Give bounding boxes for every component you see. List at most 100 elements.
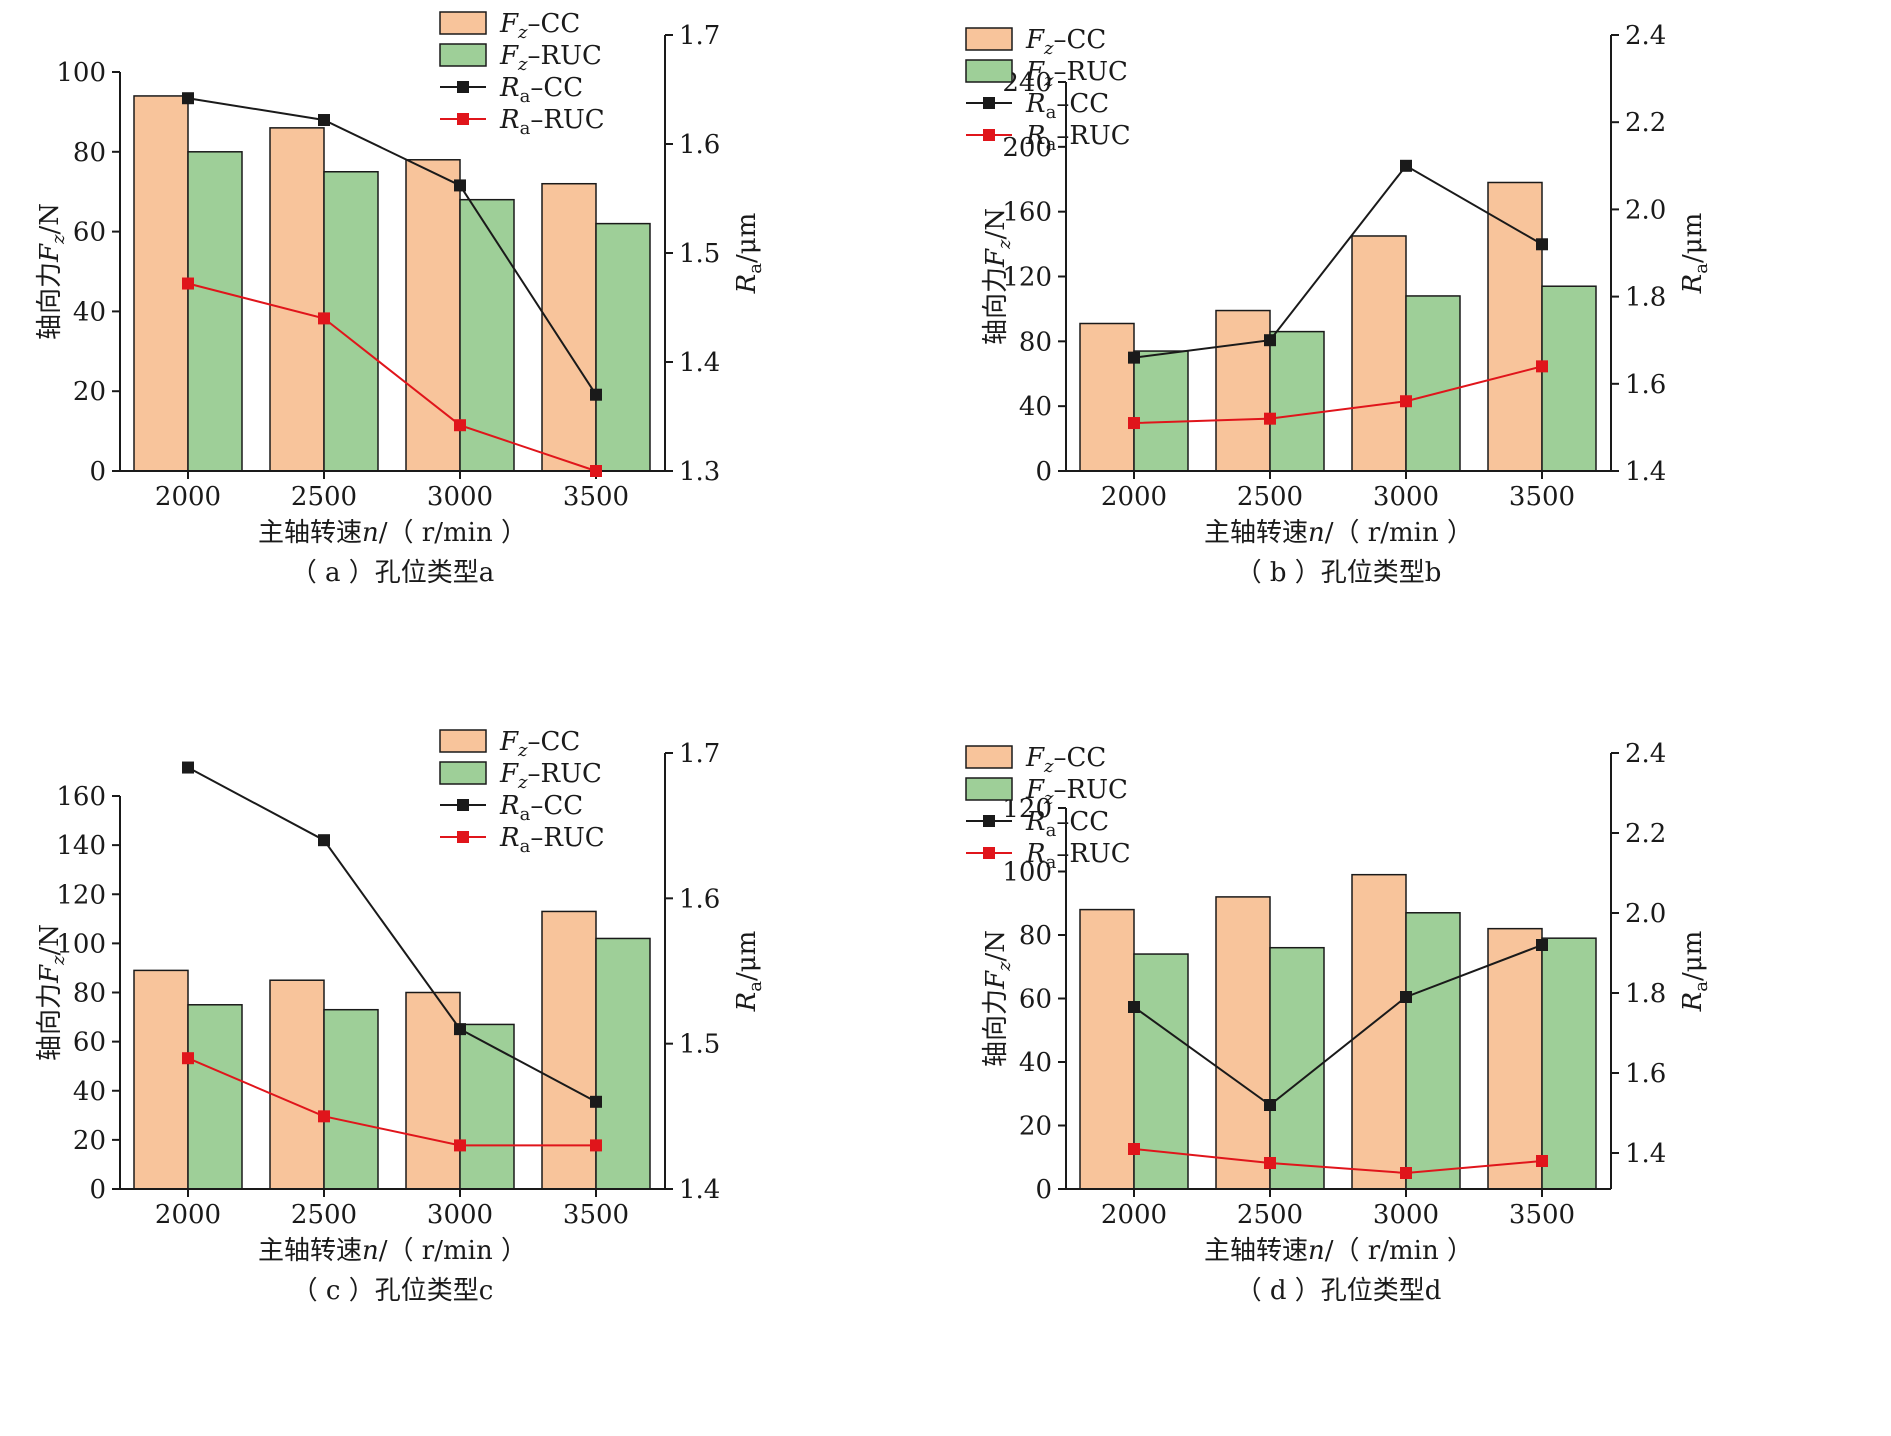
point-ra-ruc-2500 [318, 312, 330, 325]
chart-panel-d: 2000 2500 3000 3500 0 20 40 60 80 100 120 1.4 1.6 1.8… [946, 718, 1891, 1436]
point-ra-cc-3500 [590, 1095, 602, 1108]
chart-panel-a: 2000 2500 3000 3500 0 20 40 60 80 100 1.3 1.4 1.5 1.6… [0, 0, 945, 718]
y-tick-label-left: 120 [56, 880, 106, 910]
legend-label: Ra–RUC [499, 105, 605, 139]
point-ra-ruc-3000 [1400, 395, 1412, 408]
y-tick-label-left: 100 [56, 929, 106, 959]
bar-fz-ruc-2500 [1269, 330, 1325, 472]
y-tick-label-left: 120 [1002, 263, 1052, 293]
x-axis-title: 主轴转速n/（ r/min ） [258, 1236, 527, 1266]
bar-fz-cc-3500 [541, 182, 597, 472]
y-tick-label-right: 1.4 [679, 348, 720, 378]
legend-swatch-fz-ruc [439, 761, 487, 785]
legend-marker [457, 831, 469, 843]
point-ra-cc-3500 [1536, 939, 1548, 951]
panel-caption: （ a ）孔位类型a [291, 558, 495, 588]
chart-svg: 2000 2500 3000 3500 0 20 40 60 80 100 1.3 1.4 1.5 1.6… [35, 9, 766, 588]
y-tick-label-left: 0 [89, 457, 106, 487]
x-tick-label: 2500 [291, 482, 357, 512]
legend-swatch-fz-cc [439, 11, 487, 35]
y-tick-label-left: 0 [1035, 1175, 1052, 1205]
x-tick-label: 2000 [155, 482, 221, 512]
y-tick-label-left: 60 [1019, 985, 1052, 1015]
bar-fz-ruc-3500 [595, 937, 651, 1190]
point-ra-cc-2500 [318, 114, 330, 127]
chart-svg: 2000 2500 3000 35000204060801001201.41.61.8… [965, 739, 1712, 1306]
y-tick-label-right: 2.4 [1625, 739, 1666, 769]
x-tick-label: 2500 [1237, 482, 1303, 512]
legend-label: Ra–CC [1025, 807, 1109, 841]
y-axis-left-title: 轴向力Fz/N [981, 930, 1015, 1067]
y-tick-label-left: 200 [1002, 133, 1052, 163]
y-tick-label-left: 20 [1019, 1112, 1052, 1142]
x-axis-title: 主轴转速n/（ r/min ） [258, 518, 527, 548]
y-tick-label-left: 60 [73, 1028, 106, 1058]
point-ra-cc-3500 [590, 388, 602, 401]
y-tick-label-right: 1.4 [1625, 1139, 1666, 1169]
point-ra-cc-2000 [182, 761, 194, 774]
bar-fz-cc-3000 [405, 159, 461, 472]
panel-caption: （ c ）孔位类型c [292, 1276, 494, 1306]
y-tick-label-right: 2.0 [1625, 899, 1666, 929]
point-ra-cc-2000 [1128, 1001, 1140, 1013]
bar-fz-cc-2500 [1215, 896, 1271, 1190]
y-tick-label-left: 100 [1002, 858, 1052, 888]
x-tick-label: 3000 [427, 1200, 493, 1230]
y-tick-label-right: 1.6 [1625, 370, 1666, 400]
legend-label: Ra–RUC [499, 823, 605, 857]
y-tick-label-right: 2.0 [1625, 195, 1666, 225]
x-tick-label: 2500 [291, 1200, 357, 1230]
bar-fz-ruc-3000 [1405, 295, 1461, 472]
bar-fz-cc-2500 [269, 127, 325, 472]
legend-marker [457, 81, 469, 93]
y-tick-label-right: 1.8 [1625, 283, 1666, 313]
x-axis-title: 主轴转速n/（ r/min ） [1204, 518, 1473, 548]
y-tick-label-left: 60 [73, 218, 106, 248]
series-line-ra-ruc [1133, 1148, 1543, 1175]
x-tick-label: 2000 [1101, 1200, 1167, 1230]
series-line-ra-cc [187, 766, 597, 1103]
bar-fz-cc-2000 [1079, 908, 1135, 1190]
bar-fz-ruc-3500 [595, 222, 651, 472]
bar-fz-ruc-3000 [1405, 912, 1461, 1190]
y-tick-label-right: 1.4 [679, 1175, 720, 1205]
x-tick-label: 2500 [1237, 1200, 1303, 1230]
y-tick-label-right: 2.4 [1625, 21, 1666, 51]
y-tick-label-left: 80 [73, 138, 106, 168]
y-tick-label-left: 0 [1035, 457, 1052, 487]
point-ra-cc-2500 [318, 834, 330, 847]
legend-marker [457, 113, 469, 125]
point-ra-cc-3500 [1536, 238, 1548, 251]
bar-fz-ruc-3000 [459, 198, 515, 472]
legend-label: Fz–RUC [1025, 57, 1128, 91]
bar-fz-cc-3500 [541, 910, 597, 1190]
point-ra-cc-2500 [1264, 334, 1276, 347]
point-ra-ruc-2000 [182, 1052, 194, 1065]
legend-marker [983, 129, 995, 141]
legend-label: Ra–CC [1025, 89, 1109, 123]
legend-marker [983, 847, 995, 859]
legend-label: Fz–CC [1025, 25, 1106, 59]
point-ra-cc-3000 [454, 179, 466, 192]
y-tick-label-right: 1.6 [679, 130, 720, 160]
point-ra-ruc-2500 [1264, 1157, 1276, 1169]
y-tick-label-right: 1.6 [1625, 1059, 1666, 1089]
y-tick-label-right: 1.7 [679, 739, 720, 769]
chart-panel-b: 2000 2500 3000 3500 0 40 80 120 160 200 240 1.4 1.6 1… [946, 0, 1891, 718]
bar-fz-cc-2000 [133, 95, 189, 472]
legend-label: Ra–CC [499, 73, 583, 107]
bar-fz-ruc-2500 [323, 171, 379, 472]
y-tick-label-left: 40 [73, 1077, 106, 1107]
legend-swatch-fz-cc [965, 745, 1013, 769]
point-ra-ruc-3000 [1400, 1167, 1412, 1179]
chart-svg: 2000 2500 3000 3500 0 20 40 60 80 100 120 140 160 1.4… [35, 727, 766, 1306]
y-tick-label-right: 1.3 [679, 457, 720, 487]
y-tick-label-right: 1.5 [679, 1030, 720, 1060]
legend-label: Ra–RUC [1025, 121, 1131, 155]
point-ra-ruc-3000 [454, 1139, 466, 1152]
y-tick-label-right: 2.2 [1625, 819, 1666, 849]
y-axis-left-title: 轴向力Fz/N [35, 924, 69, 1061]
y-tick-label-right: 1.5 [679, 239, 720, 269]
y-tick-label-left: 20 [73, 377, 106, 407]
